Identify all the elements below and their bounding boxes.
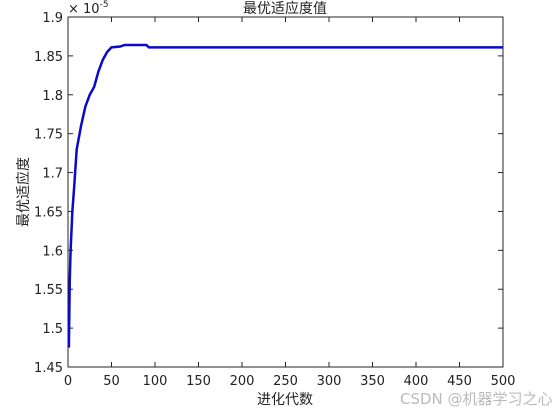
x-tick-label: 250 <box>273 374 298 389</box>
x-tick-label: 300 <box>317 374 342 389</box>
y-tick-label: 1.8 <box>42 89 63 104</box>
x-tick-label: 350 <box>360 374 385 389</box>
y-multiplier-base: × 10 <box>68 2 100 17</box>
y-tick-label: 1.6 <box>42 244 63 259</box>
plot-area <box>67 16 504 368</box>
x-tick-label: 150 <box>186 374 211 389</box>
y-tick-label: 1.7 <box>42 167 63 182</box>
chart-title: 最优适应度值 <box>243 0 327 17</box>
x-tick-label: 0 <box>64 374 72 389</box>
y-tick-label: 1.75 <box>34 128 63 143</box>
watermark: CSDN @机器学习之心 <box>400 390 553 408</box>
y-tick-label: 1.9 <box>42 11 63 26</box>
y-tick-label: 1.85 <box>34 50 63 65</box>
data-line <box>67 43 503 348</box>
y-multiplier-power: -5 <box>100 0 109 10</box>
y-tick-label: 1.45 <box>34 361 63 376</box>
x-tick-label: 200 <box>230 374 255 389</box>
y-tick-label: 1.55 <box>34 283 63 298</box>
y-axis-label: 最优适应度 <box>15 157 32 227</box>
x-tick-label: 50 <box>103 374 120 389</box>
y-tick-label: 1.5 <box>42 322 63 337</box>
x-tick-label: 400 <box>404 374 429 389</box>
x-tick-label: 450 <box>447 374 472 389</box>
y-tick-label: 1.65 <box>34 205 63 220</box>
x-tick-label: 100 <box>143 374 168 389</box>
y-multiplier: × 10-5 <box>68 0 109 17</box>
x-axis-label: 进化代数 <box>257 392 313 408</box>
x-tick-label: 500 <box>491 374 516 389</box>
